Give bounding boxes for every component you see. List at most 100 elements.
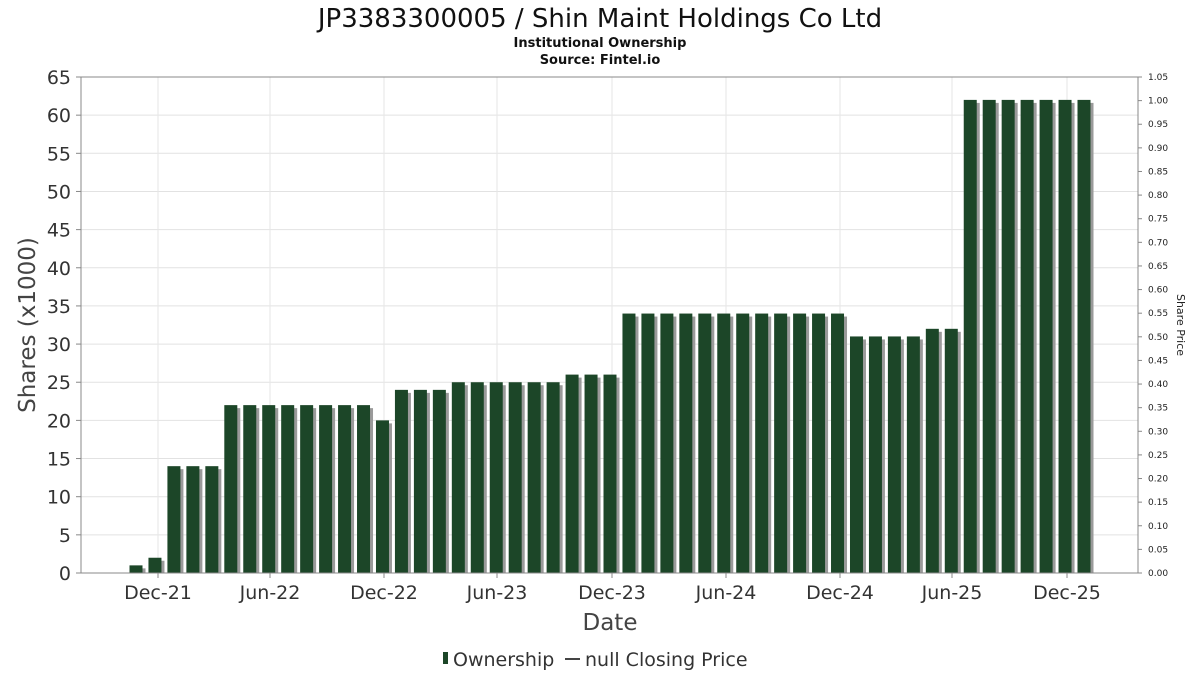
x-axis-label: Date: [583, 610, 638, 636]
x-tick-label: Dec-23: [578, 582, 646, 604]
bar-ownership: [489, 382, 503, 573]
y-tick-label: 40: [47, 258, 71, 280]
bar-ownership: [1077, 99, 1091, 574]
x-tick-label: Jun-23: [466, 582, 528, 604]
bar-ownership: [375, 420, 389, 573]
x-tick-label: Dec-24: [806, 582, 874, 604]
y2-axis-ticks: 0.00 0.05 0.10 0.15 0.20 0.25 0.30 0.35 0.40 0.45…: [1138, 73, 1168, 579]
bar-ownership: [812, 313, 826, 573]
y-tick-label: 5: [59, 525, 71, 547]
bar-ownership: [679, 313, 693, 573]
bar-ownership: [1001, 99, 1015, 574]
y2-tick-label: 0.75: [1148, 215, 1168, 225]
legend-ownership-swatch: [443, 652, 448, 664]
x-tick-label: Dec-21: [124, 582, 192, 604]
bar-ownership: [413, 389, 427, 573]
x-axis-ticks: Dec-21 Jun-22 Dec-22 Jun-23 Dec-23 Jun-24 Dec-…: [124, 573, 1101, 604]
y2-tick-label: 0.10: [1148, 522, 1168, 532]
y2-tick-label: 0.90: [1148, 144, 1168, 154]
bar-ownership: [736, 313, 750, 573]
y2-tick-label: 0.50: [1148, 333, 1168, 343]
bar-series-ownership: [129, 99, 1094, 574]
legend: Ownership null Closing Price: [443, 649, 748, 671]
y-tick-label: 35: [47, 296, 71, 318]
y2-tick-label: 0.80: [1148, 191, 1168, 201]
bar-ownership: [641, 313, 655, 573]
y-tick-label: 10: [47, 487, 71, 509]
y-tick-label: 25: [47, 372, 71, 394]
bar-ownership: [186, 466, 200, 573]
y2-tick-label: 0.55: [1148, 309, 1168, 319]
bar-ownership: [868, 336, 882, 573]
y2-tick-label: 0.85: [1148, 167, 1168, 177]
y-tick-label: 60: [47, 105, 71, 127]
bar-ownership: [963, 99, 977, 574]
bar-ownership: [622, 313, 636, 573]
y2-tick-label: 0.00: [1148, 569, 1168, 579]
x-tick-label: Dec-25: [1033, 582, 1101, 604]
y-tick-label: 45: [47, 220, 71, 242]
bar-ownership: [887, 336, 901, 573]
bar-ownership: [432, 389, 446, 573]
y2-tick-label: 0.95: [1148, 120, 1168, 130]
y2-tick-label: 0.15: [1148, 498, 1168, 508]
y-tick-label: 20: [47, 410, 71, 432]
bar-ownership: [717, 313, 731, 573]
bar-ownership: [1020, 99, 1034, 574]
chart-subtitle: Institutional Ownership: [514, 36, 687, 51]
y2-tick-label: 1.05: [1148, 73, 1168, 83]
bar-ownership: [319, 405, 333, 573]
x-tick-label: Jun-22: [239, 582, 301, 604]
y2-tick-label: 0.05: [1148, 545, 1168, 555]
bar-ownership: [565, 374, 579, 573]
y2-tick-label: 0.20: [1148, 475, 1168, 485]
bar-ownership: [1039, 99, 1053, 574]
bar-ownership: [1058, 99, 1072, 574]
bar-ownership: [527, 382, 541, 573]
y2-tick-label: 0.25: [1148, 451, 1168, 461]
bar-ownership: [451, 382, 465, 573]
bar-ownership: [281, 405, 295, 573]
y-axis-ticks: 0 5 10 15 20 25 30 35 40 45 50 55 60 65: [47, 67, 81, 585]
bar-ownership: [944, 328, 958, 573]
bar-ownership: [508, 382, 522, 573]
bar-ownership: [470, 382, 484, 573]
legend-ownership-label: Ownership: [453, 649, 554, 671]
y2-tick-label: 0.40: [1148, 380, 1168, 390]
bar-ownership: [546, 382, 560, 573]
y-tick-label: 30: [47, 334, 71, 356]
y-tick-label: 0: [59, 563, 71, 585]
bar-ownership: [925, 328, 939, 573]
y-tick-label: 55: [47, 143, 71, 165]
bar-ownership: [793, 313, 807, 573]
bar-ownership: [357, 405, 371, 573]
bar-ownership: [394, 389, 408, 573]
bar-ownership: [205, 466, 219, 573]
bar-ownership: [698, 313, 712, 573]
bar-ownership: [755, 313, 769, 573]
y2-tick-label: 0.30: [1148, 427, 1168, 437]
bar-ownership: [167, 466, 181, 573]
bar-ownership: [603, 374, 617, 573]
y2-tick-label: 0.60: [1148, 286, 1168, 296]
y-axis-label: Shares (x1000): [15, 237, 41, 413]
y2-tick-label: 0.65: [1148, 262, 1168, 272]
bar-ownership: [129, 565, 143, 573]
y-tick-label: 50: [47, 181, 71, 203]
x-tick-label: Jun-25: [921, 582, 983, 604]
bar-ownership: [338, 405, 352, 573]
bar-ownership: [831, 313, 845, 573]
bar-ownership: [774, 313, 788, 573]
y-tick-label: 65: [47, 67, 71, 89]
bar-ownership: [224, 405, 238, 573]
bar-ownership: [906, 336, 920, 573]
bar-ownership: [262, 405, 276, 573]
chart-source: Source: Fintel.io: [540, 53, 661, 68]
bar-ownership: [849, 336, 863, 573]
y2-tick-label: 0.45: [1148, 356, 1168, 366]
bar-ownership: [584, 374, 598, 573]
chart-title: JP3383300005 / Shin Maint Holdings Co Lt…: [316, 4, 882, 34]
bar-ownership: [300, 405, 314, 573]
bar-ownership: [148, 557, 162, 573]
legend-closing-price-label: null Closing Price: [585, 649, 748, 671]
